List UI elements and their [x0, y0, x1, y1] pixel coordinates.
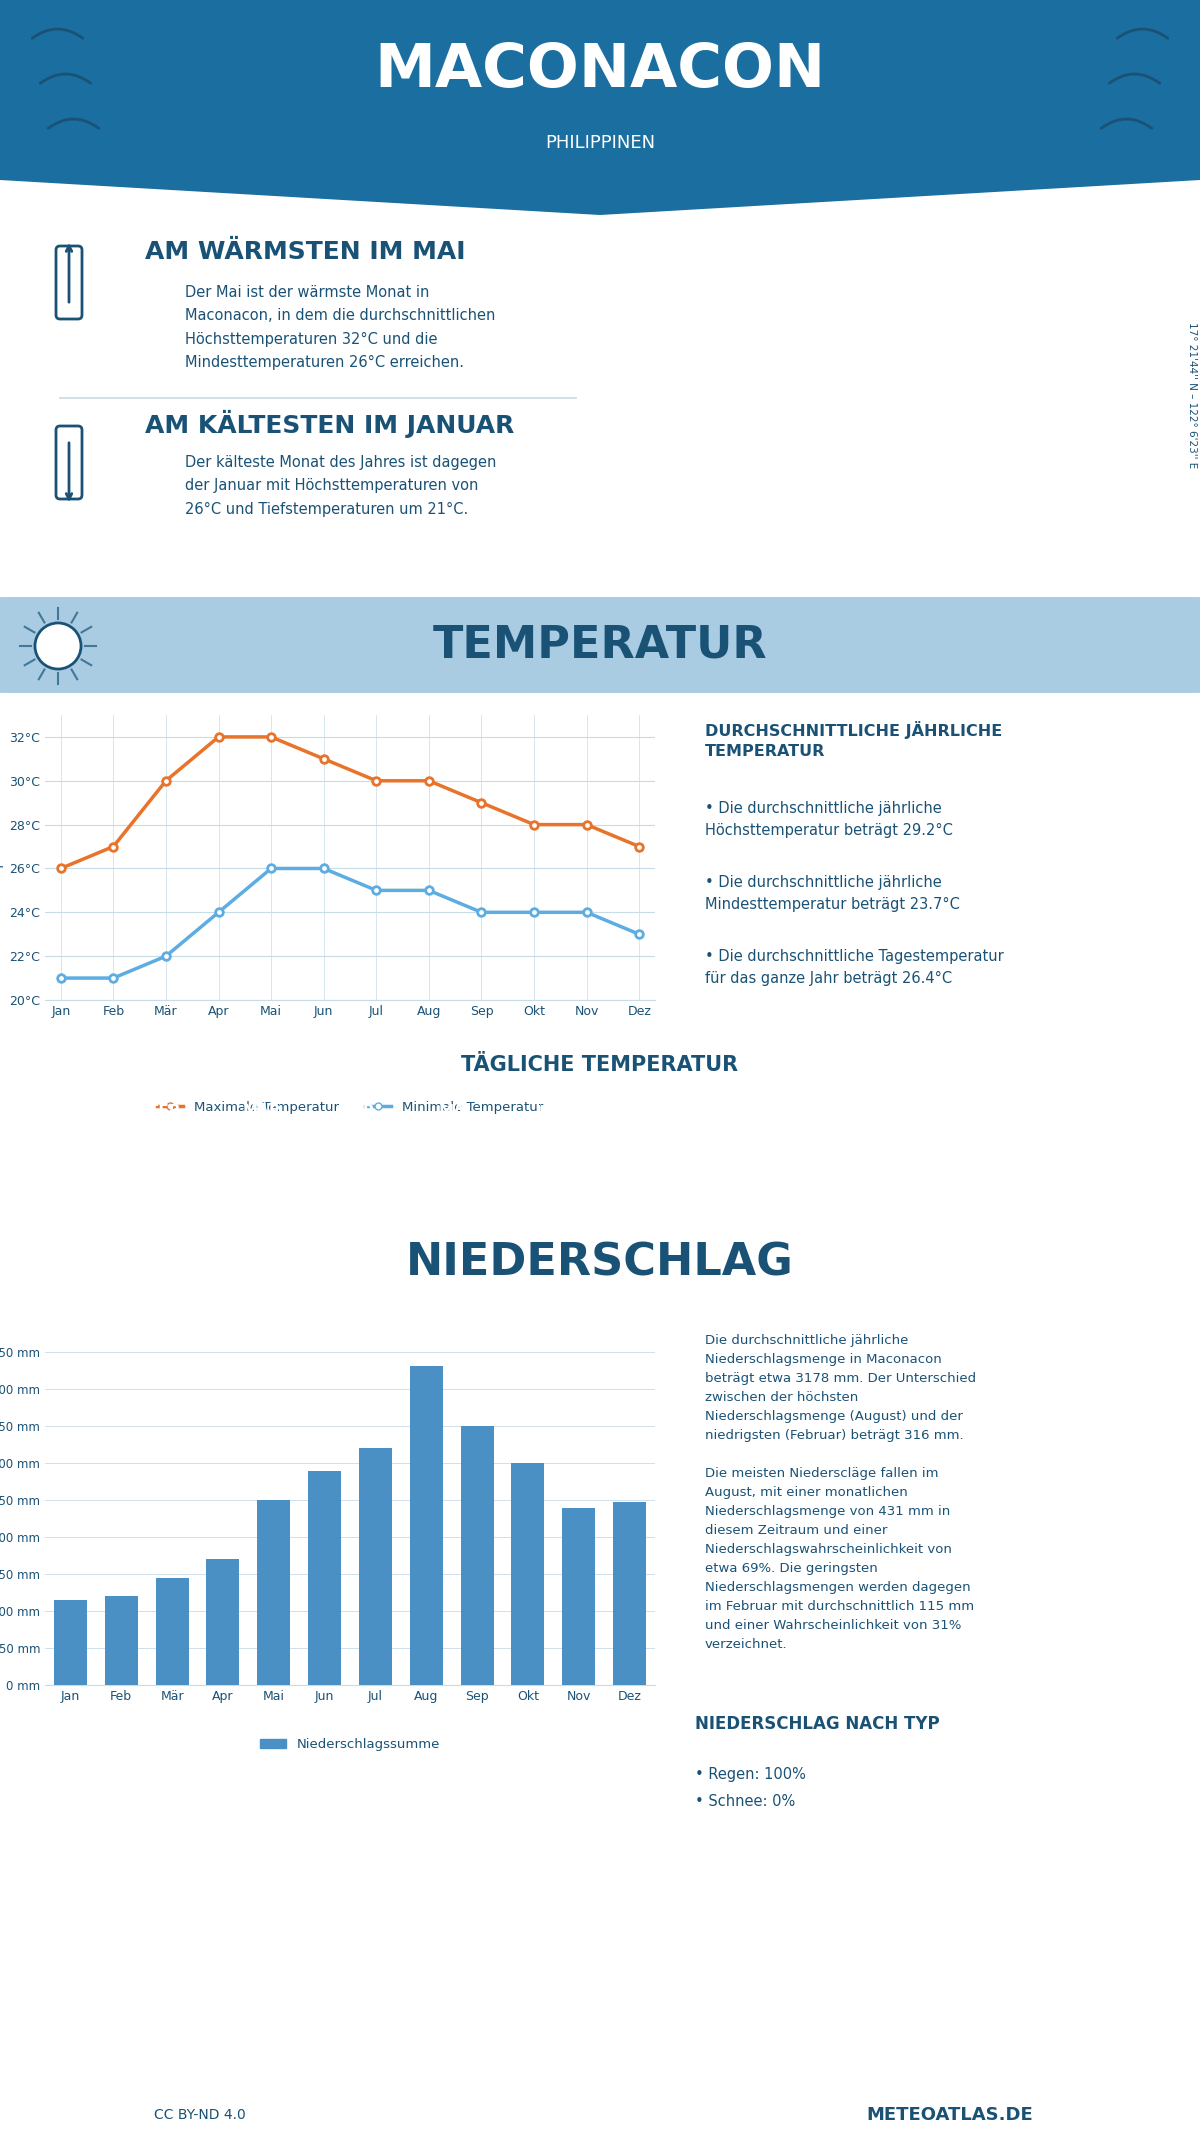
Text: MAI: MAI [440, 1800, 470, 1815]
Text: • Die durchschnittliche Tagestemperatur
für das ganze Jahr beträgt 26.4°C: • Die durchschnittliche Tagestemperatur … [704, 948, 1003, 987]
Text: NOV: NOV [1016, 1104, 1054, 1119]
Legend: Niederschlagssumme: Niederschlagssumme [254, 1733, 445, 1757]
FancyBboxPatch shape [0, 597, 1200, 693]
Text: APR: APR [341, 1104, 376, 1119]
Text: • Die durchschnittliche jährliche
Höchsttemperatur beträgt 29.2°C: • Die durchschnittliche jährliche Höchst… [704, 800, 953, 837]
Polygon shape [0, 0, 1200, 214]
Text: 26°: 26° [911, 1153, 966, 1181]
Bar [54, 1601, 86, 1684]
Text: Der kälteste Monat des Jahres ist dagegen
der Januar mit Höchsttemperaturen von
: Der kälteste Monat des Jahres ist dagege… [185, 456, 497, 518]
Text: 56%: 56% [917, 1755, 960, 1772]
Text: FEB: FEB [149, 1104, 181, 1119]
Text: NOV: NOV [1018, 1800, 1052, 1815]
Text: 57%: 57% [1014, 1755, 1056, 1772]
Text: 69%: 69% [724, 1755, 767, 1772]
Bar [257, 1500, 290, 1684]
Legend: Maximale Temperatur, Minimale Temperatur: Maximale Temperatur, Minimale Temperatur [151, 1096, 548, 1119]
Text: • Die durchschnittliche jährliche
Mindesttemperatur beträgt 23.7°C: • Die durchschnittliche jährliche Mindes… [704, 875, 960, 912]
Text: 62%: 62% [820, 1755, 863, 1772]
Text: 29°: 29° [427, 1153, 482, 1181]
Text: MAI: MAI [439, 1104, 472, 1119]
Text: NIEDERSCHLAGSWAHRSCHEINLICHKEIT: NIEDERSCHLAGSWAHRSCHEINLICHKEIT [432, 1721, 768, 1736]
Bar [563, 1507, 595, 1684]
Text: OKT: OKT [920, 1104, 956, 1119]
Text: JUN: JUN [536, 1104, 568, 1119]
Text: JAN: JAN [53, 1104, 83, 1119]
Bar [613, 1502, 646, 1684]
Text: 32%: 32% [240, 1755, 283, 1772]
Text: 56%: 56% [530, 1755, 574, 1772]
Bar [156, 1577, 188, 1684]
Text: TÄGLICHE TEMPERATUR: TÄGLICHE TEMPERATUR [462, 1055, 738, 1074]
Text: FEB: FEB [150, 1800, 180, 1815]
Text: MÄR: MÄR [242, 1104, 281, 1119]
Text: 26°: 26° [234, 1153, 289, 1181]
Text: MACONACON: MACONACON [374, 41, 826, 98]
Text: TEMPERATUR: TEMPERATUR [433, 623, 767, 666]
Text: DEZ: DEZ [1115, 1104, 1148, 1119]
Text: 28°: 28° [718, 1153, 773, 1181]
Text: AUG: AUG [727, 1104, 763, 1119]
Text: NIEDERSCHLAG NACH TYP: NIEDERSCHLAG NACH TYP [695, 1714, 940, 1733]
Text: OKT: OKT [923, 1800, 954, 1815]
Bar [409, 1365, 443, 1684]
Text: METEOATLAS.DE: METEOATLAS.DE [866, 2106, 1033, 2125]
Text: AUG: AUG [728, 1800, 762, 1815]
Bar [511, 1464, 545, 1684]
Text: 24°: 24° [41, 1153, 96, 1181]
Text: 31%: 31% [144, 1755, 186, 1772]
Text: 29%: 29% [337, 1755, 380, 1772]
Text: APR: APR [342, 1800, 374, 1815]
Text: AM WÄRMSTEN IM MAI: AM WÄRMSTEN IM MAI [145, 240, 466, 263]
Text: CC BY-ND 4.0: CC BY-ND 4.0 [154, 2108, 246, 2123]
Text: SEP: SEP [826, 1104, 858, 1119]
Bar [461, 1425, 493, 1684]
Text: 28°: 28° [620, 1153, 676, 1181]
Text: JUL: JUL [636, 1800, 661, 1815]
Y-axis label: Temperatur: Temperatur [0, 822, 4, 892]
Text: 24°: 24° [138, 1153, 192, 1181]
Text: 33%: 33% [47, 1755, 90, 1772]
Text: 27°: 27° [814, 1153, 869, 1181]
Circle shape [34, 623, 82, 670]
Text: PHILIPPINEN: PHILIPPINEN [545, 135, 655, 152]
Bar [104, 1596, 138, 1684]
Text: 26°: 26° [1008, 1153, 1062, 1181]
Text: DURCHSCHNITTLICHE JÄHRLICHE
TEMPERATUR: DURCHSCHNITTLICHE JÄHRLICHE TEMPERATUR [704, 721, 1002, 758]
Text: MÄR: MÄR [244, 1800, 280, 1815]
Text: 63%: 63% [626, 1755, 670, 1772]
Text: JUN: JUN [538, 1800, 565, 1815]
Text: JUL: JUL [635, 1104, 662, 1119]
Bar [308, 1470, 341, 1684]
Bar [359, 1449, 392, 1684]
Text: 28°: 28° [331, 1153, 385, 1181]
Text: 52%: 52% [433, 1755, 476, 1772]
Text: Die durchschnittliche jährliche
Niederschlagsmenge in Maconacon
beträgt etwa 317: Die durchschnittliche jährliche Niedersc… [704, 1333, 976, 1650]
Text: NIEDERSCHLAG: NIEDERSCHLAG [406, 1241, 794, 1284]
Text: Der Mai ist der wärmste Monat in
Maconacon, in dem die durchschnittlichen
Höchst: Der Mai ist der wärmste Monat in Maconac… [185, 285, 496, 370]
Text: 60%: 60% [1110, 1755, 1153, 1772]
Text: 25°: 25° [1104, 1153, 1159, 1181]
Text: DEZ: DEZ [1116, 1800, 1147, 1815]
Text: • Regen: 100%
• Schnee: 0%: • Regen: 100% • Schnee: 0% [695, 1768, 806, 1808]
Text: JAN: JAN [54, 1800, 82, 1815]
Text: 28°: 28° [524, 1153, 580, 1181]
Bar [206, 1560, 240, 1684]
Circle shape [35, 623, 82, 670]
Text: AM KÄLTESTEN IM JANUAR: AM KÄLTESTEN IM JANUAR [145, 411, 515, 439]
Text: SEP: SEP [827, 1800, 857, 1815]
Text: 17° 21'44'' N – 122° 6'23'' E: 17° 21'44'' N – 122° 6'23'' E [1187, 321, 1198, 469]
